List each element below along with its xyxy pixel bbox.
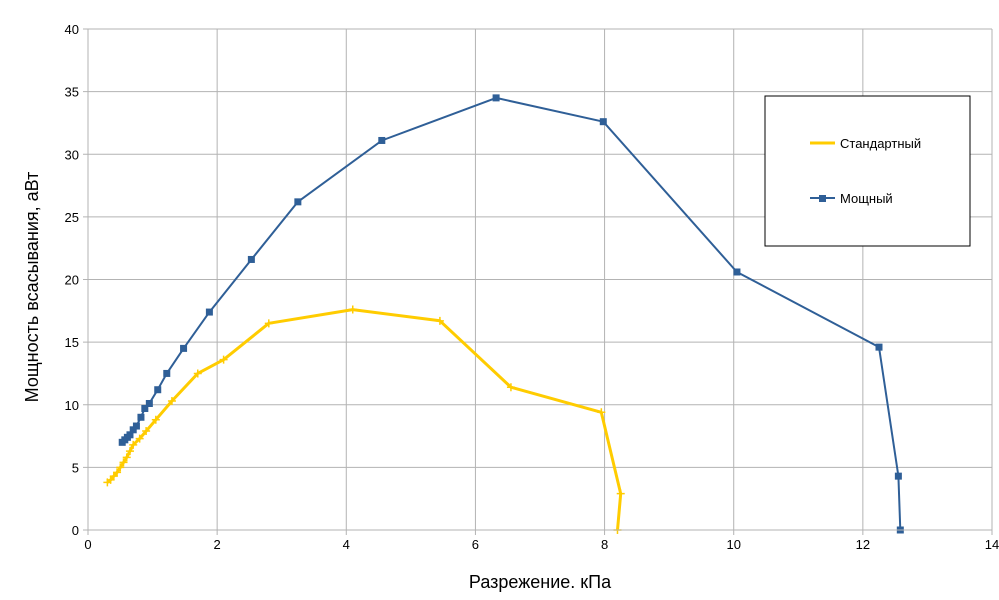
y-tick-label: 30 (65, 147, 79, 162)
series-layer (103, 94, 904, 534)
data-point (137, 413, 145, 421)
data-point (135, 434, 144, 443)
legend: Стандартный Мощный (764, 95, 971, 247)
x-tick-label: 14 (985, 537, 999, 552)
data-point (733, 268, 741, 276)
data-point (154, 386, 162, 394)
y-tick-label: 10 (65, 398, 79, 413)
x-axis-title: Разрежение. кПа (469, 572, 612, 592)
y-axis-ticks: 0 5 10 15 20 25 30 35 40 (65, 22, 79, 538)
data-point (129, 426, 137, 434)
data-point (122, 453, 131, 462)
series-line (106, 308, 623, 531)
data-point (125, 447, 134, 456)
data-point (113, 468, 122, 477)
data-point (492, 94, 500, 102)
data-point (180, 344, 188, 352)
series-standard (103, 305, 625, 534)
data-point (247, 255, 255, 263)
y-tick-label: 15 (65, 335, 79, 350)
data-point (167, 396, 176, 405)
data-point (205, 308, 213, 316)
y-axis-title: Мощность всасывания, аВт (22, 172, 42, 403)
data-point (145, 399, 153, 407)
data-point (616, 489, 625, 498)
data-point (126, 431, 134, 439)
data-point (193, 369, 202, 378)
legend-label-standard: Стандартный (840, 136, 921, 151)
data-point (894, 472, 902, 480)
data-point (141, 405, 149, 413)
data-point (348, 305, 357, 314)
y-tick-label: 5 (72, 460, 79, 475)
data-point (142, 427, 151, 436)
data-point (116, 463, 125, 472)
x-tick-label: 10 (726, 537, 740, 552)
data-point (264, 319, 273, 328)
x-tick-label: 2 (214, 537, 221, 552)
data-point (599, 118, 607, 126)
x-axis-ticks: 0 2 4 6 8 10 12 14 (84, 537, 999, 552)
y-tick-label: 35 (65, 85, 79, 100)
data-point (219, 355, 228, 364)
y-tick-label: 25 (65, 210, 79, 225)
data-point (875, 343, 883, 351)
data-point (132, 422, 140, 430)
x-tick-label: 8 (601, 537, 608, 552)
data-point (129, 440, 138, 449)
x-tick-label: 0 (84, 537, 91, 552)
data-point (294, 198, 302, 206)
y-tick-label: 40 (65, 22, 79, 37)
legend-box (764, 95, 971, 247)
data-point (378, 136, 386, 144)
data-point (435, 316, 444, 325)
x-tick-label: 6 (472, 537, 479, 552)
axes (87, 29, 992, 531)
data-point (597, 408, 606, 417)
data-point (506, 383, 515, 392)
legend-marker-powerful (819, 195, 826, 202)
data-point (151, 415, 160, 424)
x-tick-label: 4 (343, 537, 350, 552)
data-point (119, 458, 128, 467)
legend-label-powerful: Мощный (840, 191, 893, 206)
data-point (163, 369, 171, 377)
x-tick-label: 12 (856, 537, 870, 552)
y-tick-label: 20 (65, 273, 79, 288)
y-tick-label: 0 (72, 523, 79, 538)
